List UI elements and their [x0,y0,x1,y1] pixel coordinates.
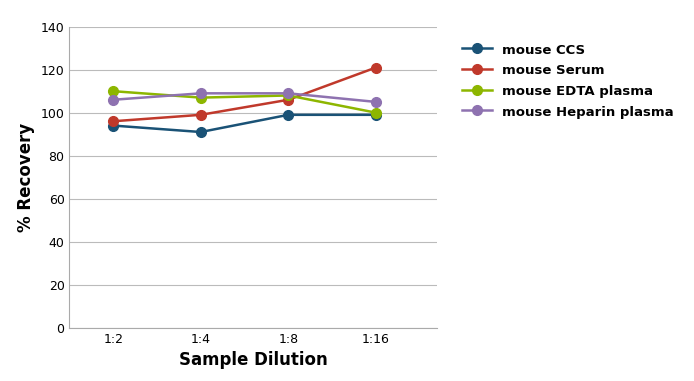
mouse EDTA plasma [284,93,292,98]
mouse Heparin plasma [372,99,380,104]
mouse Serum [109,119,117,123]
mouse CCS [196,130,205,134]
mouse Heparin plasma [284,91,292,96]
mouse EDTA plasma [372,110,380,115]
Line: mouse EDTA plasma: mouse EDTA plasma [108,86,381,117]
Line: mouse Heparin plasma: mouse Heparin plasma [108,88,381,107]
Legend: mouse CCS, mouse Serum, mouse EDTA plasma, mouse Heparin plasma: mouse CCS, mouse Serum, mouse EDTA plasm… [459,39,677,123]
mouse CCS [372,112,380,117]
Line: mouse CCS: mouse CCS [108,110,381,137]
mouse Serum [196,112,205,117]
mouse Serum [284,98,292,102]
mouse EDTA plasma [196,95,205,100]
mouse CCS [284,112,292,117]
mouse Heparin plasma [196,91,205,96]
Line: mouse Serum: mouse Serum [108,62,381,126]
mouse EDTA plasma [109,89,117,93]
X-axis label: Sample Dilution: Sample Dilution [179,351,328,369]
Y-axis label: % Recovery: % Recovery [17,123,35,232]
mouse Serum [372,65,380,70]
mouse CCS [109,123,117,128]
mouse Heparin plasma [109,98,117,102]
